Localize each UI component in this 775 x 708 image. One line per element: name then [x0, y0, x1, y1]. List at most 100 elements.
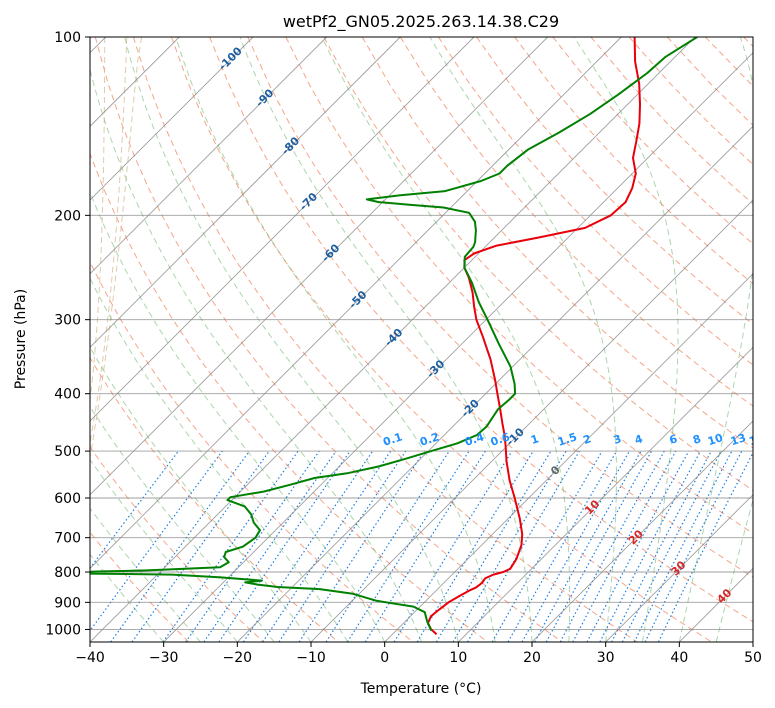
- moist-adiabat-line: [90, 67, 422, 642]
- chart-title: wetPf2_GN05.2025.263.14.38.C29: [283, 12, 559, 32]
- mixing-ratio-label: 4: [633, 432, 645, 447]
- mixing-ratio-line: [559, 450, 665, 642]
- moist-adiabats: [90, 37, 753, 642]
- mixing-ratio-line: [393, 450, 513, 642]
- moist-adiabat-line: [715, 498, 753, 642]
- y-axis-ticks: 100 200 300 400 500 600 700 800 900 1000: [45, 30, 90, 638]
- mixing-ratio-lines: [90, 450, 753, 642]
- moist-adiabat-line: [678, 37, 753, 642]
- mixing-ratio-line: [242, 450, 374, 642]
- y-axis-label: Pressure (hPa): [13, 289, 29, 389]
- y-tick-label: 1000: [45, 622, 81, 638]
- isobars: [90, 37, 753, 630]
- y-tick-label: 800: [54, 565, 81, 581]
- isotherm-line: [605, 494, 753, 642]
- mixing-ratio-line: [90, 450, 223, 632]
- moist-adiabat-line: [429, 37, 617, 642]
- x-tick-label: 40: [670, 650, 688, 666]
- background-arc: [90, 37, 106, 404]
- mixing-ratio-label: 0.2: [418, 430, 441, 448]
- background-arc: [90, 37, 143, 460]
- profile-series: [90, 37, 698, 636]
- mixing-ratio-line: [325, 450, 450, 642]
- x-tick-label: 0: [380, 650, 389, 666]
- x-tick-label: −10: [296, 650, 326, 666]
- mixing-ratio-line: [545, 450, 653, 642]
- mixing-ratio-line: [185, 450, 320, 642]
- mixing-ratio-line: [657, 451, 753, 642]
- y-tick-label: 900: [54, 595, 81, 611]
- mixing-ratio-line: [110, 450, 250, 642]
- mixing-ratio-label: 16: [747, 431, 766, 448]
- y-tick-label: 300: [54, 313, 81, 329]
- y-tick-label: 400: [54, 387, 81, 403]
- mixing-ratio-label: 0.6: [489, 430, 512, 448]
- isotherm-line: [163, 52, 753, 642]
- moist-adiabat-line: [573, 37, 679, 642]
- x-tick-label: −30: [149, 650, 179, 666]
- mixing-ratio-line: [90, 450, 179, 570]
- moist-adiabat-line: [239, 37, 533, 642]
- moist-adiabat-line: [124, 37, 459, 642]
- mixing-ratio-label: 1.5: [556, 430, 579, 448]
- isotherm-line: [90, 37, 622, 570]
- mixing-ratio-line: [262, 450, 392, 642]
- moist-adiabat-line: [90, 277, 349, 642]
- x-axis-label: Temperature (°C): [360, 681, 482, 697]
- mixing-ratio-line: [278, 450, 407, 642]
- isotherm-line: [384, 273, 753, 642]
- x-tick-label: 30: [597, 650, 615, 666]
- plot-area: -100-90-80-70-60-50-40-30-20-10010203040…: [90, 37, 766, 642]
- mixing-ratio-line: [572, 450, 677, 642]
- plot-background: [90, 37, 753, 642]
- mixing-ratio-line: [507, 450, 618, 642]
- dry-adiabat-line: [323, 37, 753, 491]
- moist-adiabat-line: [90, 458, 238, 642]
- moist-adiabat-line: [90, 190, 386, 642]
- isotherm-line: [90, 37, 549, 496]
- isotherm-line: [457, 346, 753, 642]
- moist-adiabat-line: [175, 37, 496, 642]
- moist-adiabat-line: [321, 37, 571, 642]
- background-arc: [90, 37, 128, 446]
- isotherm-line: [90, 37, 328, 275]
- mixing-ratio-line: [521, 450, 631, 642]
- mixing-ratio-label: 0.4: [463, 430, 486, 448]
- dry-adiabat-line: [171, 37, 713, 642]
- x-tick-label: −20: [223, 650, 253, 666]
- dry-adiabat-line: [361, 37, 753, 449]
- dry-adiabat-line: [90, 531, 190, 642]
- isotherm-line: [90, 37, 696, 642]
- y-tick-label: 700: [54, 531, 81, 547]
- mixing-ratio-line: [203, 450, 337, 642]
- mixing-ratio-label: 1: [529, 432, 540, 447]
- mixing-ratio-line: [298, 450, 425, 642]
- mixing-ratio-label: 2: [582, 432, 593, 447]
- x-axis-ticks: −40 −30 −20 −10 0 10 20 30 40 50: [75, 642, 762, 666]
- x-tick-label: 10: [449, 650, 467, 666]
- mixing-ratio-label: 0.1: [381, 430, 404, 448]
- y-tick-label: 100: [54, 30, 81, 46]
- mixing-ratio-line: [416, 450, 534, 642]
- mixing-ratio-label: 10: [706, 431, 725, 448]
- mixing-ratio-line: [633, 450, 733, 642]
- y-tick-label: 500: [54, 444, 81, 460]
- mixing-ratio-line: [131, 450, 270, 642]
- mixing-ratio-label: 3: [612, 432, 623, 447]
- mixing-ratio-line: [218, 450, 351, 642]
- isotherm-line: [90, 37, 401, 348]
- x-tick-label: 20: [523, 650, 541, 666]
- x-tick-label: −40: [75, 650, 105, 666]
- mixing-ratio-line: [586, 450, 690, 642]
- y-tick-label: 200: [54, 208, 81, 224]
- isotherm-line: [90, 37, 254, 201]
- mixing-ratio-line: [534, 450, 642, 642]
- dry-adiabat-line: [90, 152, 489, 642]
- profile-series-1: [427, 37, 641, 636]
- dry-adiabat-line: [476, 37, 753, 325]
- mixing-ratio-label: 13: [729, 431, 748, 448]
- y-tick-label: 600: [54, 491, 81, 507]
- mixing-ratio-line: [644, 450, 743, 642]
- isotherm-line: [531, 420, 753, 642]
